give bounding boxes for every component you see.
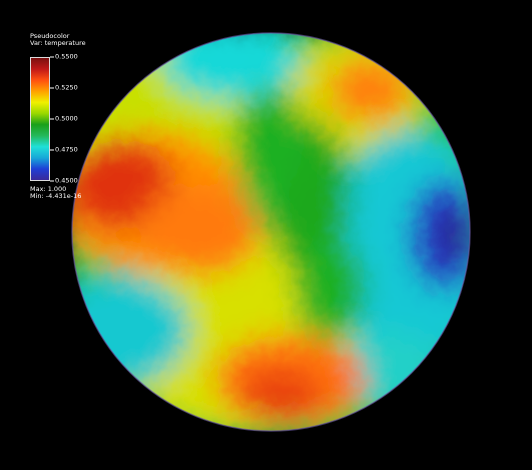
colorbar-legend: Pseudocolor Var: temperature 0.5500 0.52… <box>30 32 86 200</box>
legend-plot-type: Pseudocolor <box>30 32 70 40</box>
colorbar-tick-4: 0.4500 <box>50 177 78 185</box>
colorbar-tick-1: 0.5250 <box>50 84 78 92</box>
legend-variable: Var: temperature <box>30 39 86 47</box>
colorbar-tick-3: 0.4750 <box>50 146 78 154</box>
temperature-field <box>72 33 470 431</box>
colorbar-tick-2: 0.5000 <box>50 115 78 123</box>
colorbar-tick-0: 0.5500 <box>50 53 78 61</box>
legend-stats: Max: 1.000 Min: -4.431e-16 <box>30 186 81 200</box>
colorbar-gradient <box>30 57 50 181</box>
legend-max: Max: 1.000 <box>30 185 67 193</box>
legend-min: Min: -4.431e-16 <box>30 192 82 200</box>
colorbar: 0.5500 0.5250 0.5000 0.4750 0.4500 <box>30 53 78 184</box>
